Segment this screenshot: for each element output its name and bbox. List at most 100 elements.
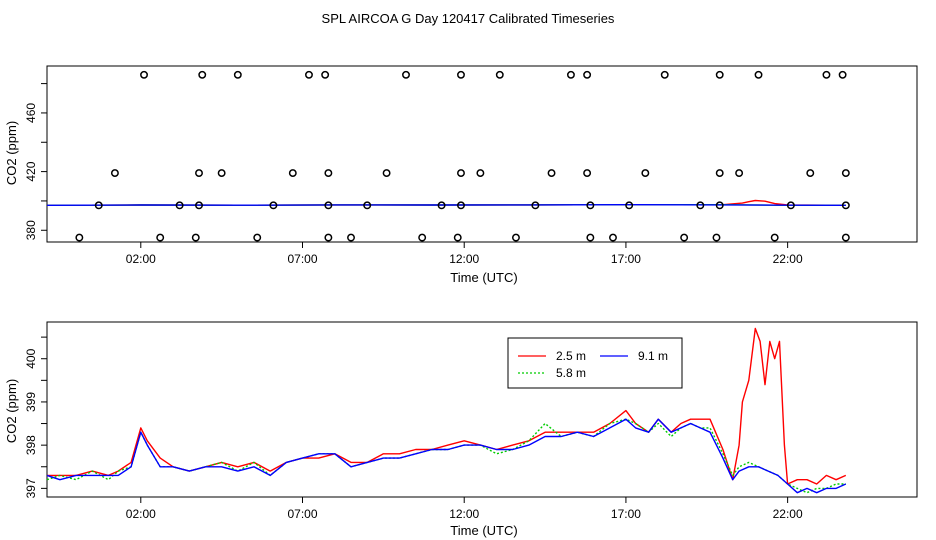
scatter-point	[806, 169, 815, 178]
x-tick-label: 22:00	[773, 252, 803, 266]
x-tick-label: 17:00	[611, 507, 641, 521]
scatter-point	[288, 169, 297, 178]
scatter-point	[586, 201, 595, 210]
x-tick-label: 07:00	[287, 507, 317, 521]
x-tick-label: 22:00	[773, 507, 803, 521]
top-y-axis-label: CO2 (ppm)	[4, 121, 19, 185]
bottom-x-axis-label: Time (UTC)	[450, 523, 517, 538]
y-tick-label: 400	[24, 348, 38, 368]
scatter-point	[347, 233, 355, 242]
top-axis-ticks: 02:00 07:00 12:00 17:00 22:00 380 420 460	[24, 83, 803, 266]
top-panel: 02:00 07:00 12:00 17:00 22:00 380 420 460 Time …	[4, 65, 918, 285]
bottom-y-axis-label: CO2 (ppm)	[4, 379, 19, 443]
scatter-point	[586, 233, 595, 242]
scatter-point	[841, 201, 850, 210]
scatter-point	[786, 201, 795, 210]
scatter-point	[198, 70, 207, 79]
scatter-point	[715, 70, 724, 79]
legend-box	[507, 337, 683, 389]
y-tick-label: 420	[24, 161, 38, 181]
scatter-point	[156, 233, 165, 242]
scatter-point	[566, 70, 575, 79]
scatter-point	[476, 169, 485, 178]
series-line-9-1-m	[46, 418, 847, 494]
scatter-point	[735, 169, 744, 178]
scatter-point	[841, 169, 850, 178]
scatter-point	[195, 169, 203, 178]
scatter-point	[437, 201, 446, 210]
scatter-point	[269, 201, 278, 210]
scatter-point	[363, 201, 372, 210]
scatter-point	[609, 233, 617, 242]
scatter-point	[660, 70, 669, 79]
scatter-point	[680, 233, 689, 242]
x-tick-label: 12:00	[449, 252, 479, 266]
scatter-point	[512, 233, 520, 242]
y-tick-label: 399	[24, 392, 38, 412]
legend-label-9-1m: 9.1 m	[638, 349, 668, 363]
y-tick-label: 380	[24, 220, 38, 240]
scatter-point	[457, 70, 465, 79]
scatter-point	[75, 233, 84, 242]
scatter-point	[217, 169, 226, 178]
scatter-point	[324, 233, 333, 242]
scatter-point	[453, 233, 462, 242]
series-line-2	[46, 203, 846, 207]
bottom-panel: 02:00 07:00 12:00 17:00 22:00 397 398 399 400 Ti…	[4, 321, 918, 538]
scatter-point	[641, 169, 650, 178]
top-series-lines	[46, 199, 846, 207]
legend-label-2-5m: 2.5 m	[556, 349, 586, 363]
scatter-point	[110, 169, 119, 178]
x-tick-label: 02:00	[126, 252, 156, 266]
bottom-plot-frame	[46, 321, 918, 498]
scatter-point	[191, 233, 200, 242]
y-tick-label: 398	[24, 435, 38, 455]
scatter-point	[140, 70, 148, 79]
top-x-axis-label: Time (UTC)	[450, 270, 517, 285]
scatter-point	[253, 233, 262, 242]
scatter-point	[382, 169, 391, 178]
scatter-point	[321, 70, 330, 79]
scatter-point	[402, 70, 410, 79]
bottom-series-lines	[46, 327, 847, 494]
scatter-point	[195, 201, 203, 210]
y-tick-label: 460	[24, 103, 38, 123]
scatter-point	[712, 233, 721, 242]
scatter-point	[495, 70, 504, 79]
scatter-point	[418, 233, 427, 242]
x-tick-label: 07:00	[287, 252, 317, 266]
x-tick-label: 12:00	[449, 507, 479, 521]
scatter-point	[625, 201, 634, 210]
scatter-point	[583, 70, 592, 79]
scatter-point	[754, 70, 763, 79]
scatter-point	[770, 233, 779, 242]
series-line-5-8-m	[46, 418, 846, 494]
scatter-point	[547, 169, 556, 178]
scatter-point	[305, 70, 313, 79]
x-tick-label: 02:00	[126, 507, 156, 521]
scatter-point	[696, 201, 705, 210]
legend-label-5-8m: 5.8 m	[556, 366, 586, 380]
scatter-point	[531, 201, 540, 210]
scatter-point	[838, 70, 847, 79]
top-markers	[75, 70, 850, 242]
scatter-point	[715, 201, 724, 210]
scatter-point	[324, 201, 333, 210]
scatter-point	[324, 169, 333, 178]
x-tick-label: 17:00	[611, 252, 641, 266]
scatter-point	[715, 169, 724, 178]
scatter-point	[457, 169, 465, 178]
figure-title: SPL AIRCOA G Day 120417 Calibrated Times…	[322, 11, 615, 26]
legend: 2.5 m 9.1 m 5.8 m	[507, 337, 683, 389]
top-plot-frame	[46, 65, 918, 243]
scatter-point	[822, 70, 831, 79]
y-tick-label: 397	[24, 478, 38, 498]
scatter-point	[457, 201, 465, 210]
bottom-axis-ticks: 02:00 07:00 12:00 17:00 22:00 397 398 399 400	[24, 336, 803, 521]
scatter-point	[233, 70, 242, 79]
scatter-point	[583, 169, 592, 178]
scatter-point	[175, 201, 184, 210]
scatter-point	[94, 201, 103, 210]
scatter-point	[841, 233, 850, 242]
